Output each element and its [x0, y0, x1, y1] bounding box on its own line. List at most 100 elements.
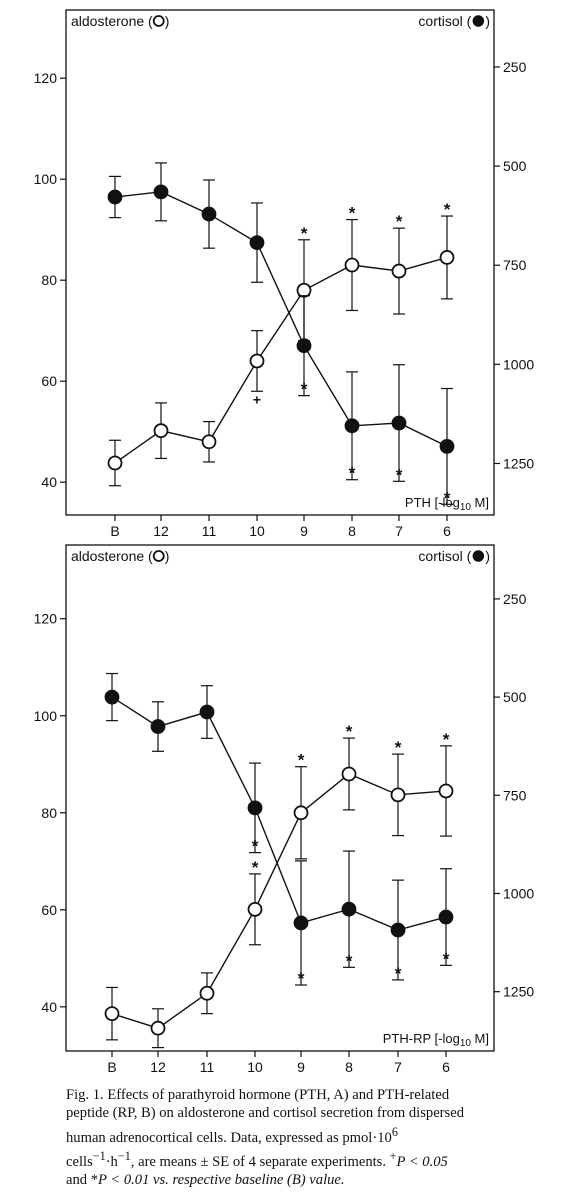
cortisol-significance-mark: *: [444, 488, 451, 507]
cortisol-point: [199, 704, 215, 720]
cortisol-point: [439, 439, 455, 454]
x-axis-tick-label: 12: [153, 523, 169, 539]
left-axis-tick-label: 100: [34, 171, 58, 187]
cortisol-point: [293, 915, 309, 931]
right-axis-tick-label: 750: [503, 787, 527, 803]
left-axis-tick-label: 80: [41, 805, 57, 821]
cortisol-significance-mark: *: [346, 951, 353, 970]
right-axis-tick-label: 1000: [503, 356, 534, 372]
caption-line-3: human adrenocortical cells. Data, expres…: [66, 1123, 562, 1147]
aldosterone-significance-mark: *: [252, 858, 259, 877]
open-circle-icon: [152, 15, 165, 27]
aldosterone-significance-mark: *: [444, 200, 451, 219]
caption-line-5: and *P < 0.01 vs. respective baseline (B…: [66, 1171, 562, 1189]
x-axis-tick-label: 11: [202, 523, 217, 539]
plot-frame: [65, 544, 495, 1052]
cortisol-point: [249, 235, 265, 251]
left-axis-tick-label: 120: [34, 70, 58, 86]
series-cortisol: * * * * *: [104, 672, 454, 988]
aldosterone-point: [107, 455, 123, 471]
caption-line-2: peptide (RP, B) on aldosterone and corti…: [66, 1105, 464, 1122]
caption-text: cells: [66, 1153, 93, 1170]
cortisol-point: [150, 719, 166, 734]
x-axis-label: PTH-RP [-log10 M]: [383, 1031, 489, 1049]
open-circle-icon: [152, 550, 165, 562]
aldosterone-point: [249, 353, 265, 369]
right-axis-tick-label: 500: [503, 689, 527, 705]
cortisol-point: [344, 418, 360, 434]
left-axis-label-end: ): [165, 548, 170, 564]
caption-superscript: +: [389, 1148, 397, 1163]
aldosterone-point: [391, 263, 407, 279]
aldosterone-point: [104, 1006, 120, 1022]
left-axis-tick-label: 60: [41, 902, 57, 918]
x-axis-label: PTH [-log10 M]: [405, 495, 489, 513]
cortisol-point: [104, 689, 120, 705]
aldosterone-significance-mark: *: [443, 730, 450, 749]
aldosterone-significance-mark: *: [298, 751, 305, 770]
right-axis-label-end: ): [485, 548, 490, 564]
aldosterone-point: [293, 805, 309, 821]
x-axis-tick-label: B: [107, 1059, 116, 1075]
caption-text: and *: [66, 1171, 99, 1188]
aldosterone-line: [114, 256, 448, 464]
caption-superscript: −1: [117, 1148, 131, 1163]
caption-superscript: 6: [391, 1124, 398, 1139]
left-axis-tick-label: 60: [41, 373, 57, 389]
cortisol-point: [341, 901, 357, 917]
caption-line-1: Fig. 1. Effects of parathyroid hormone (…: [66, 1087, 450, 1103]
caption-text: human adrenocortical cells. Data, expres…: [66, 1129, 392, 1146]
cortisol-line: [114, 191, 448, 448]
caption-line-4: cells−1·h−1, are means ± SE of 4 separat…: [66, 1147, 562, 1171]
x-axis-tick-label: 8: [345, 1059, 353, 1075]
aldosterone-point: [341, 766, 357, 782]
filled-circle-icon: [472, 15, 485, 27]
chart-panel-1: 40 60 80 100 120 250 500 750 1000 1250 B 12 11 10 9 8 7 6…: [34, 9, 534, 539]
caption-text: P < 0.05: [396, 1153, 448, 1170]
x-axis-tick-label: B: [110, 523, 119, 539]
cortisol-significance-mark: *: [443, 949, 450, 968]
right-axis-label-end: ): [485, 13, 490, 29]
cortisol-line: [111, 696, 447, 931]
aldosterone-point: [439, 250, 455, 265]
cortisol-point: [391, 415, 407, 431]
aldosterone-point: [247, 901, 263, 917]
x-axis-tick-label: 10: [249, 523, 265, 539]
caption-text: , are means ± SE of 4 separate experimen…: [130, 1153, 386, 1170]
aldosterone-point: [296, 282, 312, 298]
x-axis-tick-label: 7: [395, 523, 403, 539]
aldosterone-significance-mark: *: [396, 212, 403, 231]
series-aldosterone: * * * * *: [104, 722, 454, 1049]
x-axis-tick-label: 10: [247, 1059, 263, 1075]
aldosterone-point: [150, 1020, 166, 1036]
x-axis-tick-label: 11: [200, 1059, 215, 1075]
series-cortisol: * * * *: [107, 162, 455, 507]
aldosterone-significance-mark: *: [346, 722, 353, 741]
aldosterone-significance-mark: *: [301, 224, 308, 243]
right-axis-tick-label: 1000: [503, 885, 534, 901]
aldosterone-line: [111, 773, 447, 1029]
figure-canvas: 40 60 80 100 120 250 500 750 1000 1250 B 12 11 10 9 8 7 6…: [34, 9, 534, 1075]
cortisol-point: [296, 338, 312, 354]
left-axis-tick-label: 40: [41, 474, 57, 490]
right-axis-label: cortisol (: [418, 13, 471, 29]
aldosterone-point: [199, 985, 215, 1001]
caption-text: ·h: [105, 1153, 118, 1170]
x-axis-tick-label: 7: [394, 1059, 402, 1075]
left-axis-tick-label: 100: [34, 708, 58, 724]
caption-superscript: −1: [92, 1148, 106, 1163]
cortisol-significance-mark: *: [301, 380, 308, 399]
left-axis-label: aldosterone (: [71, 548, 153, 564]
left-axis-tick-label: 40: [41, 999, 57, 1015]
aldosterone-point: [390, 787, 406, 803]
aldosterone-significance-mark: *: [395, 738, 402, 757]
cortisol-point: [247, 800, 263, 816]
chart-panel-2: 40 60 80 100 120 250 500 750 1000 1250 B 12 11 10 9 8 7 6…: [34, 544, 534, 1075]
aldosterone-significance-mark: *: [349, 204, 356, 223]
figure-caption: Fig. 1. Effects of parathyroid hormone (…: [66, 1086, 562, 1189]
x-axis-tick-label: 9: [300, 523, 308, 539]
cortisol-significance-mark: *: [395, 964, 402, 983]
left-axis-label: aldosterone (: [71, 13, 153, 29]
right-axis-tick-label: 250: [503, 591, 527, 607]
x-axis-tick-label: 12: [150, 1059, 166, 1075]
